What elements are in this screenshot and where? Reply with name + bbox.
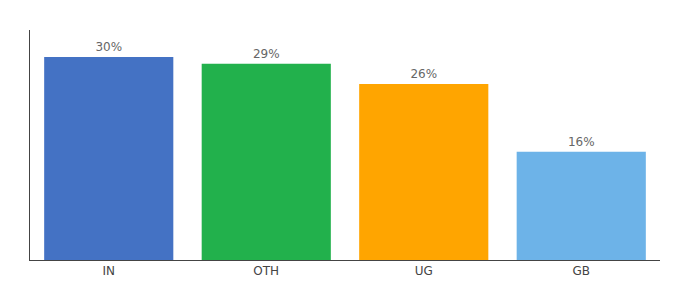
svg-text:UG: UG	[415, 264, 433, 278]
svg-text:GB: GB	[572, 264, 590, 278]
svg-text:26%: 26%	[410, 67, 437, 81]
svg-text:OTH: OTH	[253, 264, 279, 278]
svg-text:16%: 16%	[568, 135, 595, 149]
svg-text:29%: 29%	[253, 47, 280, 61]
svg-text:30%: 30%	[95, 40, 122, 54]
svg-text:IN: IN	[102, 264, 115, 278]
